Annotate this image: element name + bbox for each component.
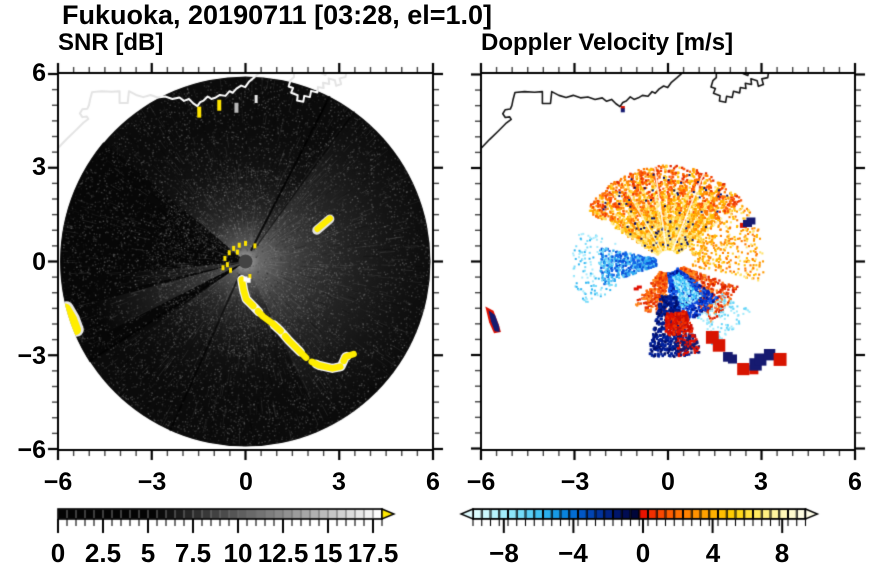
velocity-colorbar-label: 0 (635, 538, 651, 568)
x-tick-label: 0 (661, 468, 675, 496)
snr-colorbar-label: 5 (140, 538, 156, 568)
snr-colorbar-label: 17.5 (347, 538, 399, 568)
snr-colorbar-label: 10 (223, 538, 253, 568)
x-tick-label: 3 (754, 468, 768, 496)
y-tick-label: 0 (32, 248, 46, 276)
doppler-panel-label: Doppler Velocity [m/s] (481, 29, 734, 56)
snr-panel-label: SNR [dB] (58, 29, 164, 56)
velocity-colorbar-label: 4 (705, 538, 721, 568)
y-tick-label: 6 (32, 59, 46, 87)
x-tick-label: −6 (43, 468, 73, 496)
velocity-colorbar-label: 8 (774, 538, 790, 568)
snr-colorbar-label: 2.5 (84, 538, 122, 568)
x-tick-label: 3 (332, 468, 346, 496)
y-tick-label: 3 (32, 153, 46, 181)
x-tick-label: 0 (239, 468, 253, 496)
y-tick-label: −6 (17, 436, 46, 464)
snr-colorbar-label: 0 (50, 538, 66, 568)
snr-colorbar-label: 15 (313, 538, 343, 568)
snr-colorbar-label: 12.5 (257, 538, 309, 568)
snr-colorbar-label: 7.5 (174, 538, 212, 568)
x-tick-label: −3 (137, 468, 167, 496)
x-tick-label: −3 (560, 468, 590, 496)
velocity-colorbar-label: −4 (558, 538, 588, 568)
x-tick-label: 6 (426, 468, 440, 496)
y-tick-label: −3 (17, 342, 46, 370)
velocity-colorbar-label: −8 (489, 538, 519, 568)
x-tick-label: 6 (848, 468, 862, 496)
figure-title: Fukuoka, 20190711 [03:28, el=1.0] (62, 0, 493, 30)
x-tick-label: −6 (466, 468, 496, 496)
